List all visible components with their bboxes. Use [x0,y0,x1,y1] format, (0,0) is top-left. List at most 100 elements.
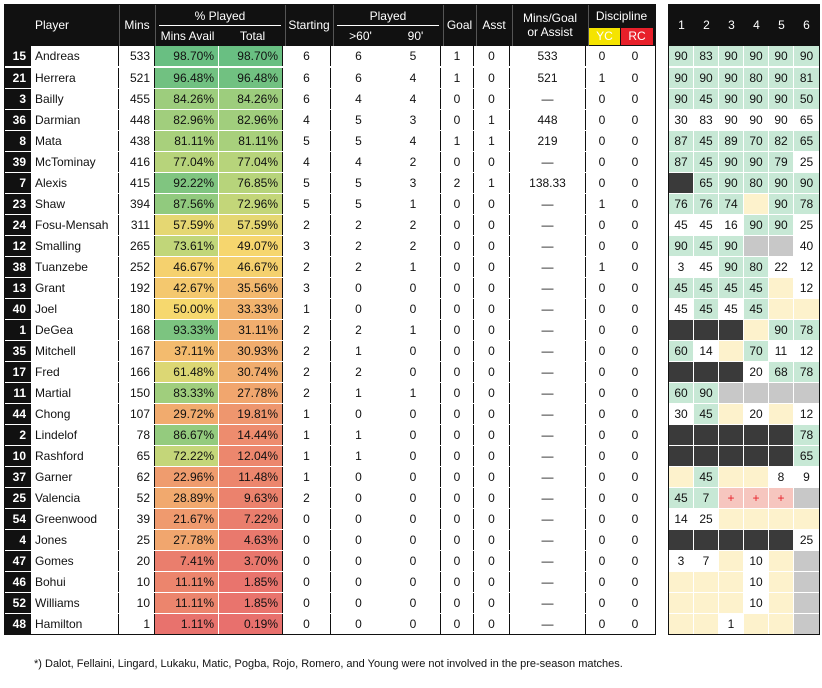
match-cell: 14 [669,509,694,529]
match-cell: 90 [744,152,769,172]
cell-total: 76.85% [219,173,283,193]
cell-goal: 1 [441,131,474,151]
cell-p90: 1 [386,257,441,277]
cell-avail: 21.67% [155,509,219,529]
cell-p90: 4 [386,68,441,88]
cell-total: 11.48% [219,467,283,487]
match-cell [694,614,719,634]
cell-mins: 265 [119,236,155,256]
cell-total: 35.56% [219,278,283,298]
cell-num: 39 [5,152,31,172]
table-row: 11 Martial 150 83.33% 27.78% 2 1 1 0 0—0 0 [5,382,655,403]
cell-p90: 0 [386,614,441,634]
cell-p60: 1 [355,449,362,463]
match-cell [744,236,769,256]
cell-p90: 0 [386,551,441,571]
match-cell [719,425,744,445]
stats-table-header: Player Mins % Played Mins Avail Total St… [5,5,655,46]
cell-total: 49.07% [219,236,283,256]
cell-p60: 4 [355,155,362,169]
match-row: 20 68 78 [669,361,819,382]
cell-p60: 2 [355,365,362,379]
cell-asst: 0 [474,68,510,88]
cell-num: 44 [5,404,31,424]
match-row: 60 14 70 11 12 [669,340,819,361]
cell-goal: 0 [441,425,474,445]
cell-name: DeGea [31,320,119,340]
table-row: 37 Garner 62 22.96% 11.48% 1 0 0 0 0—0 0 [5,466,655,487]
cell-yc: 0 [598,323,606,337]
cell-mins: 311 [119,215,155,235]
cell-asst: 0 [474,362,510,382]
match-cell: 78 [794,320,819,340]
cell-yc: 0 [598,386,606,400]
cell-rc: 0 [631,323,639,337]
cell-name: Tuanzebe [31,257,119,277]
match-header-2: 2 [703,18,710,32]
cell-mga: 533 [510,46,586,66]
cell-name: Chong [31,404,119,424]
cell-name: Alexis [31,173,119,193]
cell-mga: — [510,278,586,298]
header-goal: Goal [446,18,473,32]
cell-start: 2 [283,488,331,508]
match-cell: 90 [769,46,794,66]
cell-rc: 0 [631,491,639,505]
match-cell [694,446,719,466]
cell-start: 2 [283,257,331,277]
table-row: 1 DeGea 168 93.33% 31.11% 2 2 1 0 0—0 0 [5,319,655,340]
footnote: *) Dalot, Fellaini, Lingard, Lukaku, Mat… [34,658,623,670]
cell-start: 6 [283,68,331,88]
cell-total: 1.85% [219,572,283,592]
match-cell: 87 [669,131,694,151]
cell-mins: 65 [119,446,155,466]
match-cell [719,509,744,529]
match-cell: 45 [694,152,719,172]
cell-goal: 0 [441,509,474,529]
match-cell: 76 [694,194,719,214]
cell-mins: 416 [119,152,155,172]
match-cell [744,383,769,403]
cell-total: 1.85% [219,593,283,613]
cell-total: 27.78% [219,383,283,403]
cell-p90: 4 [386,89,441,109]
rc-label: RC [628,29,646,43]
cell-total: 81.11% [219,131,283,151]
cell-p60: 0 [355,512,362,526]
cell-p60: 2 [355,239,362,253]
match-cell: 45 [669,299,694,319]
cell-rc: 0 [631,281,639,295]
cell-asst: 0 [474,467,510,487]
cell-mins: 52 [119,488,155,508]
match-cell [669,362,694,382]
match-cell [794,488,819,508]
cell-asst: 0 [474,194,510,214]
cell-rc: 0 [631,155,639,169]
cell-p60: 0 [355,302,362,316]
match-row: 1 [669,613,819,634]
cell-asst: 0 [474,278,510,298]
cell-num: 1 [5,320,31,340]
match-cell: 90 [744,89,769,109]
match-cell [769,530,794,550]
cell-goal: 0 [441,299,474,319]
cell-p90: 0 [386,593,441,613]
cell-mins: 192 [119,278,155,298]
cell-yc: 0 [598,470,606,484]
match-cell [794,299,819,319]
match-row: 14 25 [669,508,819,529]
cell-start: 0 [283,530,331,550]
cell-name: Rashford [31,446,119,466]
match-cell: 65 [794,446,819,466]
match-cell [769,509,794,529]
cell-goal: 0 [441,467,474,487]
cell-mga: — [510,341,586,361]
cell-p60: 0 [355,596,362,610]
cell-num: 48 [5,614,31,634]
cell-avail: 86.67% [155,425,219,445]
match-cell [769,593,794,613]
match-row: 30 45 20 12 [669,403,819,424]
cell-rc: 0 [631,617,639,631]
cell-num: 35 [5,341,31,361]
cell-goal: 0 [441,194,474,214]
